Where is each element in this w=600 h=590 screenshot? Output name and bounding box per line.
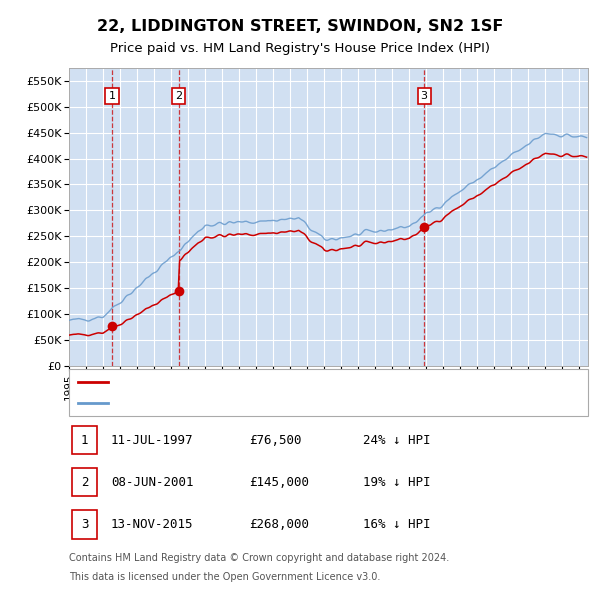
Text: 22, LIDDINGTON STREET, SWINDON, SN2 1SF: 22, LIDDINGTON STREET, SWINDON, SN2 1SF bbox=[97, 19, 503, 34]
Bar bbox=[424, 68, 588, 366]
Text: 16% ↓ HPI: 16% ↓ HPI bbox=[363, 518, 431, 531]
Text: £145,000: £145,000 bbox=[249, 476, 309, 489]
Text: 3: 3 bbox=[81, 518, 88, 531]
Text: HPI: Average price, detached house, Swindon: HPI: Average price, detached house, Swin… bbox=[114, 398, 363, 408]
Text: £76,500: £76,500 bbox=[249, 434, 302, 447]
Text: Price paid vs. HM Land Registry's House Price Index (HPI): Price paid vs. HM Land Registry's House … bbox=[110, 42, 490, 55]
Text: 2: 2 bbox=[175, 91, 182, 101]
Text: 1: 1 bbox=[109, 91, 116, 101]
Text: 08-JUN-2001: 08-JUN-2001 bbox=[111, 476, 193, 489]
Text: £268,000: £268,000 bbox=[249, 518, 309, 531]
Text: 11-JUL-1997: 11-JUL-1997 bbox=[111, 434, 193, 447]
Text: This data is licensed under the Open Government Licence v3.0.: This data is licensed under the Open Gov… bbox=[69, 572, 380, 582]
Text: 3: 3 bbox=[421, 91, 428, 101]
Text: 2: 2 bbox=[81, 476, 88, 489]
Text: 1: 1 bbox=[81, 434, 88, 447]
Text: 19% ↓ HPI: 19% ↓ HPI bbox=[363, 476, 431, 489]
Text: 22, LIDDINGTON STREET, SWINDON, SN2 1SF (detached house): 22, LIDDINGTON STREET, SWINDON, SN2 1SF … bbox=[114, 377, 463, 387]
Bar bbox=[69, 68, 112, 366]
Text: 24% ↓ HPI: 24% ↓ HPI bbox=[363, 434, 431, 447]
Text: 13-NOV-2015: 13-NOV-2015 bbox=[111, 518, 193, 531]
Text: Contains HM Land Registry data © Crown copyright and database right 2024.: Contains HM Land Registry data © Crown c… bbox=[69, 553, 449, 562]
Bar bbox=[112, 68, 179, 366]
Bar bbox=[179, 68, 424, 366]
